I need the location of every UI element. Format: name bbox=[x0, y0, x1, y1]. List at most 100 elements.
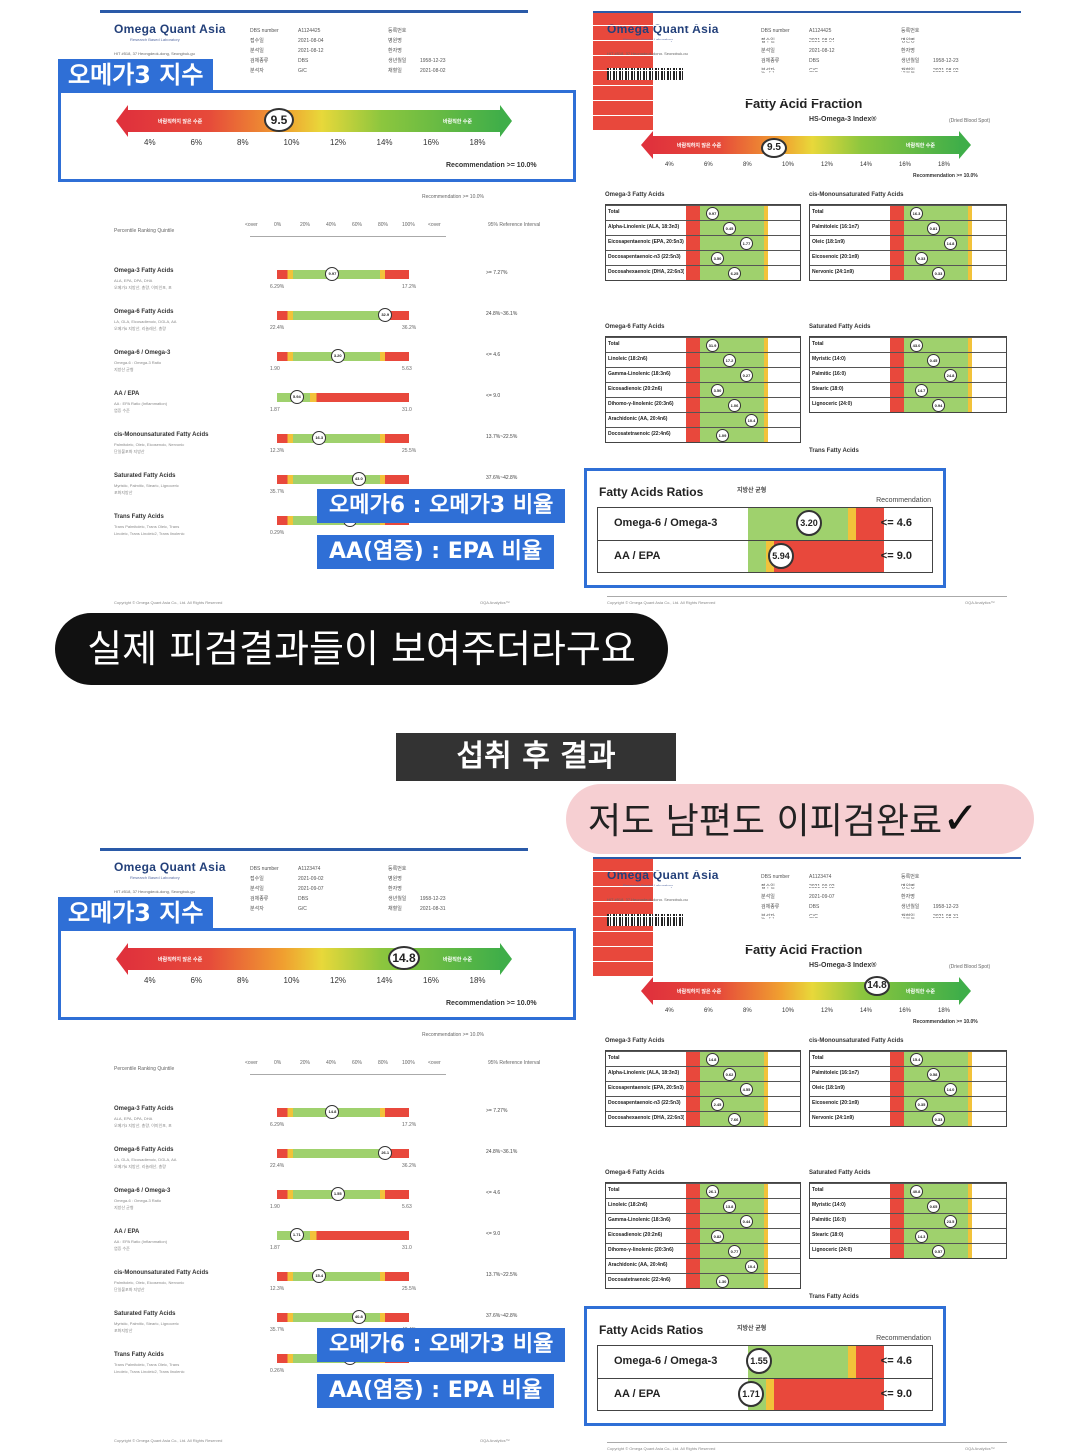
copyright: Copyright © Omega Quant Asia Co., Ltd. A… bbox=[607, 600, 716, 605]
zone-red bbox=[686, 251, 700, 265]
table-marker: 15.4 bbox=[910, 1053, 923, 1066]
report-top-line bbox=[593, 10, 1021, 13]
table-row-label: Docosatetraenoic (22:4n6) bbox=[608, 431, 671, 437]
index-label: 오메가3 지수 bbox=[58, 59, 214, 91]
zone-green bbox=[748, 541, 766, 572]
table-row-label: Docosatetraenoic (22:4n6) bbox=[608, 1277, 671, 1283]
zone-yellow bbox=[968, 383, 972, 397]
table-row: Docosatetraenoic (22:4n6) 1.30 bbox=[606, 1273, 800, 1288]
row-lo: 35.7% bbox=[270, 1327, 285, 1333]
table-row: Palmitoleic (16:1n7) 0.81 bbox=[810, 220, 1006, 235]
zone-red bbox=[890, 1214, 904, 1228]
zone-green bbox=[700, 1229, 764, 1243]
top-callout-omega-ratio: 오메가6 : 오메가3 비율 bbox=[317, 489, 566, 523]
table-row: Linoleic (18:2n6) 17.2 bbox=[606, 352, 800, 367]
percentile-axis bbox=[250, 1074, 446, 1075]
table-row: Docosatetraenoic (22:4n6) 1.09 bbox=[606, 427, 800, 442]
report-address: HIT #518, 37 Heongdeok-dong, Seongbuk-gu bbox=[114, 889, 195, 894]
table-row-label: Alpha-Linolenic (ALA, 18:3n3) bbox=[608, 224, 680, 230]
zone-green bbox=[700, 1274, 764, 1288]
table-marker: 0.35 bbox=[915, 1098, 928, 1111]
percentile-col: 100% bbox=[402, 1060, 415, 1066]
table-row-label: Total bbox=[812, 209, 824, 215]
table-row: Lignoceric (24:0) 0.57 bbox=[810, 1243, 1006, 1258]
row-lo: 0.29% bbox=[270, 530, 285, 536]
report-logo-sub: Research Based Laboratory bbox=[130, 37, 180, 42]
tick-label: 12% bbox=[821, 1008, 834, 1014]
ratios-marker: 3.20 bbox=[796, 510, 822, 536]
table-title: Omega-3 Fatty Acids bbox=[605, 1038, 665, 1044]
zone-yellow bbox=[764, 1097, 768, 1111]
caption-bubble: 실제 피검결과들이 보여주더라구요 bbox=[55, 613, 668, 685]
meta-value2: 1958-12-23 bbox=[933, 904, 959, 910]
row-name: Omega-3 Fatty Acids bbox=[114, 268, 174, 274]
row-marker: 1.71 bbox=[289, 1228, 304, 1242]
zone-green bbox=[700, 1082, 764, 1096]
row-hi: 5.63 bbox=[402, 1204, 412, 1210]
percentile-axis bbox=[250, 236, 446, 237]
table-row-label: Arachidonic (AA, 20:4n6) bbox=[608, 416, 668, 422]
table-marker: 0.81 bbox=[927, 222, 940, 235]
row-sub2: 포화지방산 bbox=[114, 1328, 133, 1333]
row-range: <= 4.6 bbox=[486, 1190, 501, 1196]
arrow-right-head bbox=[500, 943, 512, 975]
row-sub2: 오메가3 지방산, 총량, 이미인포, 포 bbox=[114, 1123, 172, 1128]
row-sub: Palmitoleic, Oleic, Eicosenoic, Nervonic bbox=[114, 1280, 185, 1285]
meta-label: 접수일 bbox=[250, 876, 264, 882]
percentile-title: Percentile Ranking Quintile bbox=[114, 1066, 175, 1072]
percentile-col: 60% bbox=[352, 222, 363, 228]
table-row: Alpha-Linolenic (ALA, 18:3n3) 0.62 bbox=[606, 1066, 800, 1081]
index-box bbox=[58, 90, 576, 182]
row-range: 13.7%~22.5% bbox=[486, 1272, 518, 1278]
fa-title: Fatty Acid Fraction bbox=[745, 96, 863, 111]
meta-value: 2021-08-04 bbox=[809, 38, 835, 44]
zone-red bbox=[890, 1052, 904, 1066]
index-pill: 14.8 bbox=[388, 946, 420, 970]
zone-green bbox=[700, 236, 764, 250]
zone-yellow bbox=[968, 338, 972, 352]
table-row-label: Palmitic (16:0) bbox=[812, 371, 846, 377]
zone-yellow bbox=[968, 1067, 972, 1081]
zone-red bbox=[686, 1214, 700, 1228]
zone-red bbox=[686, 338, 700, 352]
row-hi: 25.5% bbox=[402, 1286, 417, 1292]
row-range: 13.7%~22.5% bbox=[486, 434, 518, 440]
table-row: Eicosadienoic (20:2n6) 0.82 bbox=[606, 1228, 800, 1243]
tick-label: 6% bbox=[704, 162, 713, 168]
meta-value: G/C bbox=[809, 68, 818, 74]
table-row-label: Linoleic (18:2n6) bbox=[608, 1202, 648, 1208]
meta-label2: 채혈일 bbox=[901, 914, 915, 920]
zone-yellow bbox=[968, 368, 972, 382]
zone-red bbox=[686, 1067, 700, 1081]
zone-green bbox=[904, 1082, 968, 1096]
zone-red bbox=[686, 1052, 700, 1066]
zone-red bbox=[890, 1112, 904, 1126]
row-lo: 22.4% bbox=[270, 325, 285, 331]
tick-label: 16% bbox=[899, 162, 912, 168]
table-row: Total 31.9 bbox=[606, 337, 800, 352]
meta-label2: 생년월일 bbox=[388, 896, 407, 902]
zone-red bbox=[890, 206, 904, 220]
white-divider bbox=[593, 871, 1021, 872]
arrow-right-head bbox=[500, 105, 512, 137]
table-row-label: Nervonic (24:1n9) bbox=[812, 1115, 854, 1121]
zone-yellow bbox=[968, 1244, 972, 1258]
ratios-title: Fatty Acids Ratios bbox=[599, 485, 704, 499]
zone-yellow bbox=[968, 251, 972, 265]
meta-label: 분석자 bbox=[761, 68, 775, 74]
copyright-right: OQA Analytics™ bbox=[965, 600, 995, 605]
row-sub2: 지방산 균형 bbox=[114, 367, 134, 372]
row-hi: 36.2% bbox=[402, 1163, 417, 1169]
ratios-title-ko: 지방산 균형 bbox=[737, 1326, 767, 1332]
row-bar bbox=[277, 475, 409, 484]
tick-label: 14% bbox=[376, 138, 393, 147]
zone-yellow bbox=[764, 428, 768, 442]
table-row-label: Dihomo-γ-linolenic (20:3n6) bbox=[608, 401, 674, 407]
table-marker: 40.8 bbox=[910, 1185, 923, 1198]
table-marker: 0.82 bbox=[711, 1230, 724, 1243]
percentile-col: 60% bbox=[352, 1060, 363, 1066]
report-address: HIT #518, 37 Heongdeok-dong, Seongbuk-gu bbox=[607, 51, 688, 56]
zone-green bbox=[700, 1097, 764, 1111]
index-label: 오메가3 지수 bbox=[58, 897, 214, 929]
white-divider bbox=[593, 25, 1021, 26]
